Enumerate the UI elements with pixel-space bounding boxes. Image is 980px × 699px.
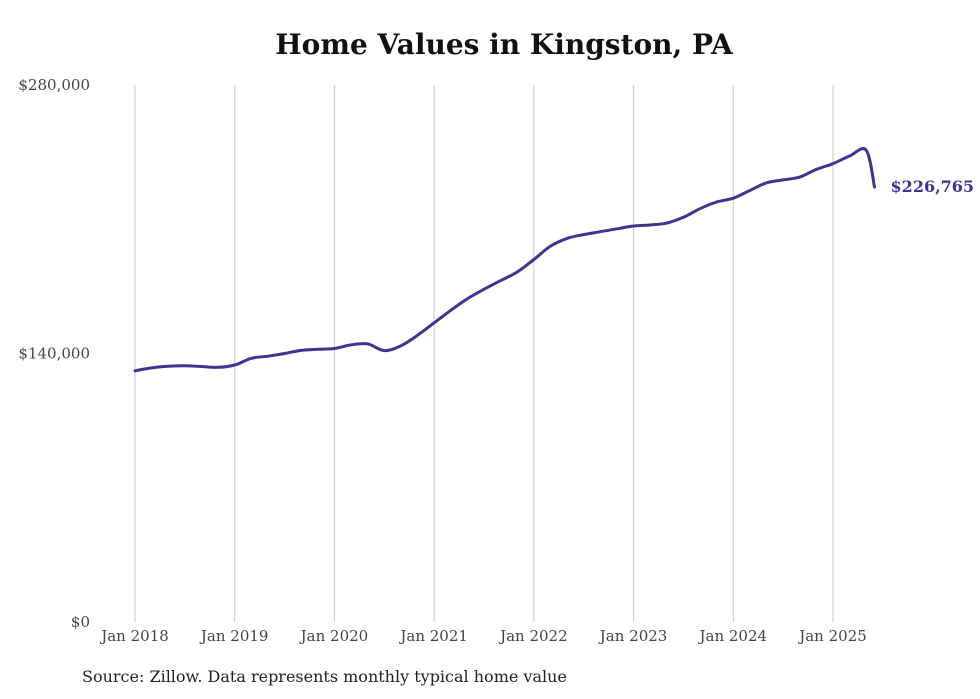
x-tick-label: Jan 2024 — [698, 627, 768, 645]
x-tick-label: Jan 2025 — [797, 627, 867, 645]
chart-title: Home Values in Kingston, PA — [275, 28, 733, 61]
y-tick-label: $140,000 — [18, 345, 90, 363]
series-line — [133, 147, 876, 373]
y-tick-label: $0 — [71, 613, 90, 631]
source-note: Source: Zillow. Data represents monthly … — [82, 667, 567, 686]
line-chart: $0$140,000$280,000 Jan 2018 Jan 2019 Jan 2… — [18, 76, 975, 645]
y-axis-ticks: $0 $140,000 $280,000 — [18, 76, 90, 631]
y-tick-label: $280,000 — [18, 76, 90, 94]
series-layer: $226,765 — [133, 147, 975, 373]
grid-lines — [134, 85, 834, 622]
x-tick-label: Jan 2021 — [398, 627, 468, 645]
x-tick-label: Jan 2023 — [598, 627, 668, 645]
end-value-label: $226,765 — [891, 177, 975, 196]
x-axis-ticks: Jan 2018 Jan 2019 Jan 2020 Jan 2021 Jan 2022… — [99, 627, 867, 645]
x-tick-label: Jan 2019 — [199, 627, 269, 645]
x-tick-label: Jan 2018 — [99, 627, 169, 645]
x-tick-label: Jan 2022 — [498, 627, 568, 645]
x-tick-label: Jan 2020 — [299, 627, 369, 645]
